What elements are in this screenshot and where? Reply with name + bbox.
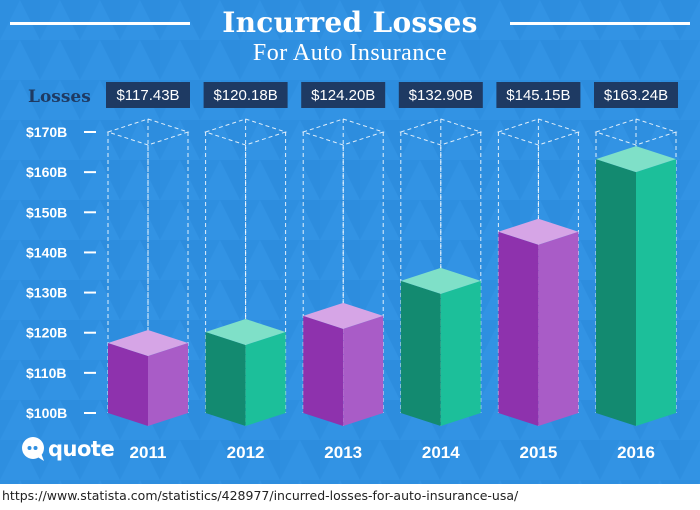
x-tick-label-2013: 2013 [324, 443, 362, 462]
bar-side-2015 [498, 231, 539, 426]
title-rule-right [510, 22, 690, 25]
value-label-2014: $132.90B [409, 87, 473, 104]
bar-side-2016 [596, 159, 636, 426]
value-label-2016: $163.24B [604, 87, 668, 104]
bar-side-2011 [108, 343, 148, 426]
bar-2012 [245, 331, 286, 426]
bar-top-2016 [596, 146, 676, 173]
chat-bubble-icon [22, 437, 44, 461]
value-label-box [594, 82, 678, 108]
bar-side-2013 [303, 315, 344, 426]
x-tick-label-2012: 2012 [227, 443, 265, 462]
bar-top-2015 [498, 218, 579, 245]
bar-2013 [343, 315, 384, 426]
value-label-2011: $117.43B [116, 87, 179, 104]
x-tick-label-2014: 2014 [422, 443, 460, 462]
y-tick-label: $110B [26, 365, 66, 381]
y-tick-label: $130B [26, 285, 67, 301]
value-label-box [203, 82, 288, 108]
y-tick-label: $160B [26, 164, 67, 180]
bar-chart: Losses $170B $160B $150B $140B $130B $120B $110… [26, 82, 678, 462]
bar-2011 [148, 343, 188, 426]
bar-side-2012 [205, 331, 246, 426]
value-label-box [496, 82, 581, 108]
chart-title-block: Incurred Losses For Auto Insurance [0, 6, 700, 66]
title-rule-left [10, 22, 190, 25]
value-label-box [301, 82, 386, 108]
source-url[interactable]: https://www.statista.com/statistics/4289… [2, 488, 519, 503]
y-tick-label: $140B [26, 244, 67, 260]
logo-text: quote [48, 437, 115, 461]
bar-top-2014 [400, 267, 481, 294]
bar-top-2013 [303, 302, 384, 329]
x-tick-label-2015: 2015 [519, 443, 557, 462]
y-tick-label: $170B [26, 124, 67, 140]
value-label-box [106, 82, 190, 108]
value-label-2012: $120.18B [213, 87, 277, 104]
value-label-2013: $124.20B [311, 87, 375, 104]
bar-top-2012 [205, 318, 286, 345]
x-tick-label-2011: 2011 [130, 443, 167, 462]
bar-2016 [636, 159, 676, 426]
quote-logo: quote [20, 436, 115, 462]
bar-2014 [440, 280, 481, 426]
bar-top-2011 [108, 330, 188, 357]
bar-side-2014 [400, 280, 441, 426]
y-tick-label: $150B [26, 204, 67, 220]
row-label: Losses [28, 87, 91, 107]
infographic-panel: Incurred Losses For Auto Insurance Losse… [0, 0, 700, 484]
chart-subtitle: For Auto Insurance [252, 40, 448, 66]
y-tick-label: $100B [26, 405, 67, 421]
y-tick-label: $120B [26, 325, 67, 341]
chart-title: Incurred Losses [222, 6, 478, 39]
bar-2015 [538, 231, 579, 426]
value-label-box [398, 82, 483, 108]
x-tick-label-2016: 2016 [617, 443, 655, 462]
value-label-2015: $145.15B [506, 87, 570, 104]
